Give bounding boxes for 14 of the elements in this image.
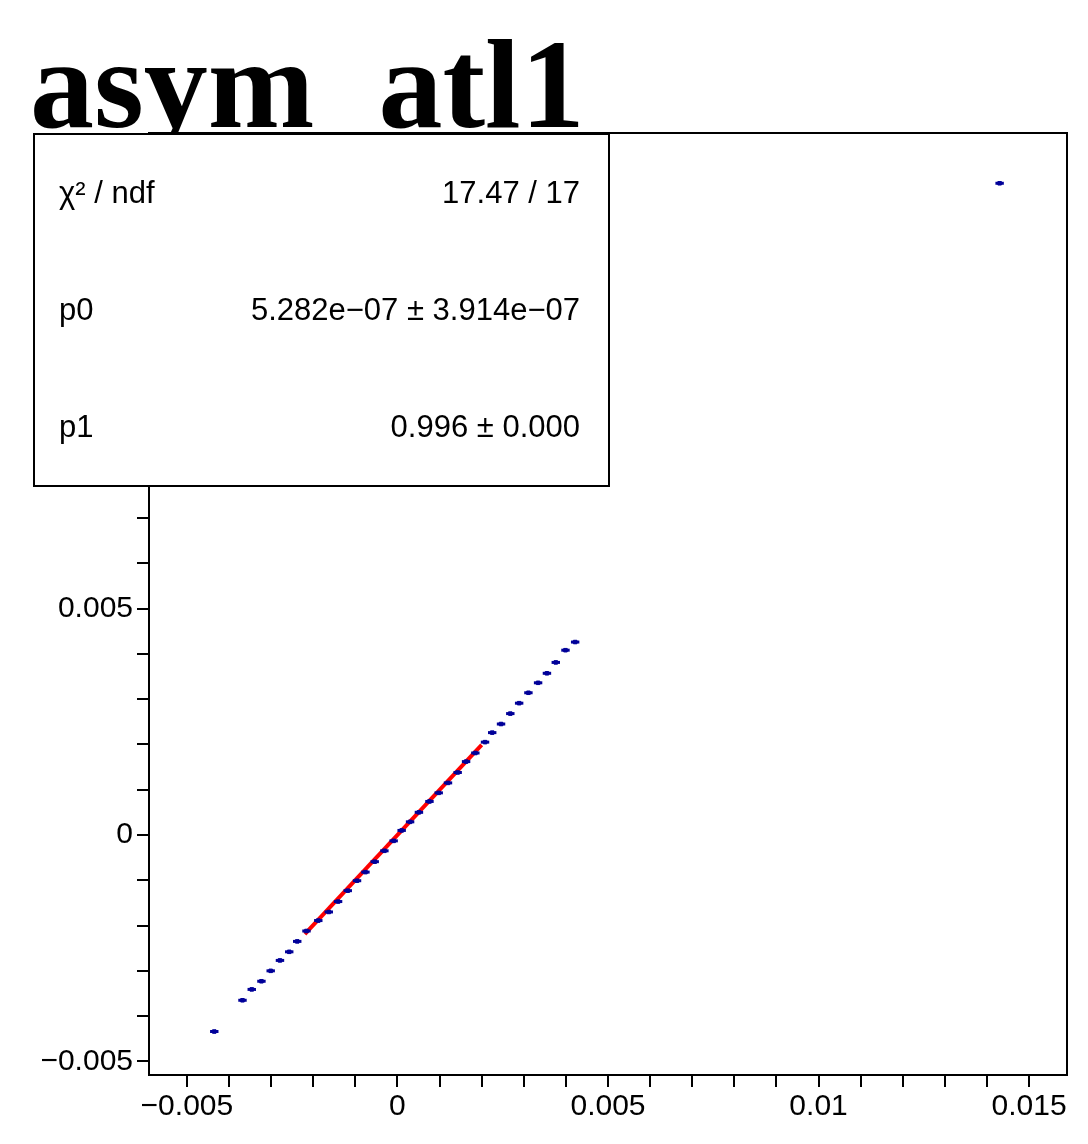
annotation: χ² / ndf <box>59 175 155 211</box>
x-tick-label: 0 <box>389 1088 406 1122</box>
annotation: 5.282e−07 ± 3.914e−07 <box>249 291 581 329</box>
annotation: 0.996 ± 0.000 <box>389 407 581 446</box>
y-tick-label: −0.005 <box>40 1042 133 1076</box>
x-tick-label: 0.015 <box>991 1088 1067 1122</box>
text: p0 <box>59 291 94 327</box>
text: p1 <box>59 408 94 444</box>
y-tick-label: 0.005 <box>57 589 133 623</box>
x-tick-label: −0.005 <box>140 1088 234 1122</box>
x-tick-label: 0.005 <box>570 1088 646 1122</box>
y-tick-label: 0 <box>116 816 133 850</box>
x-tick-label: 0.01 <box>789 1088 848 1122</box>
annotation: 17.47 / 17 <box>442 175 580 211</box>
